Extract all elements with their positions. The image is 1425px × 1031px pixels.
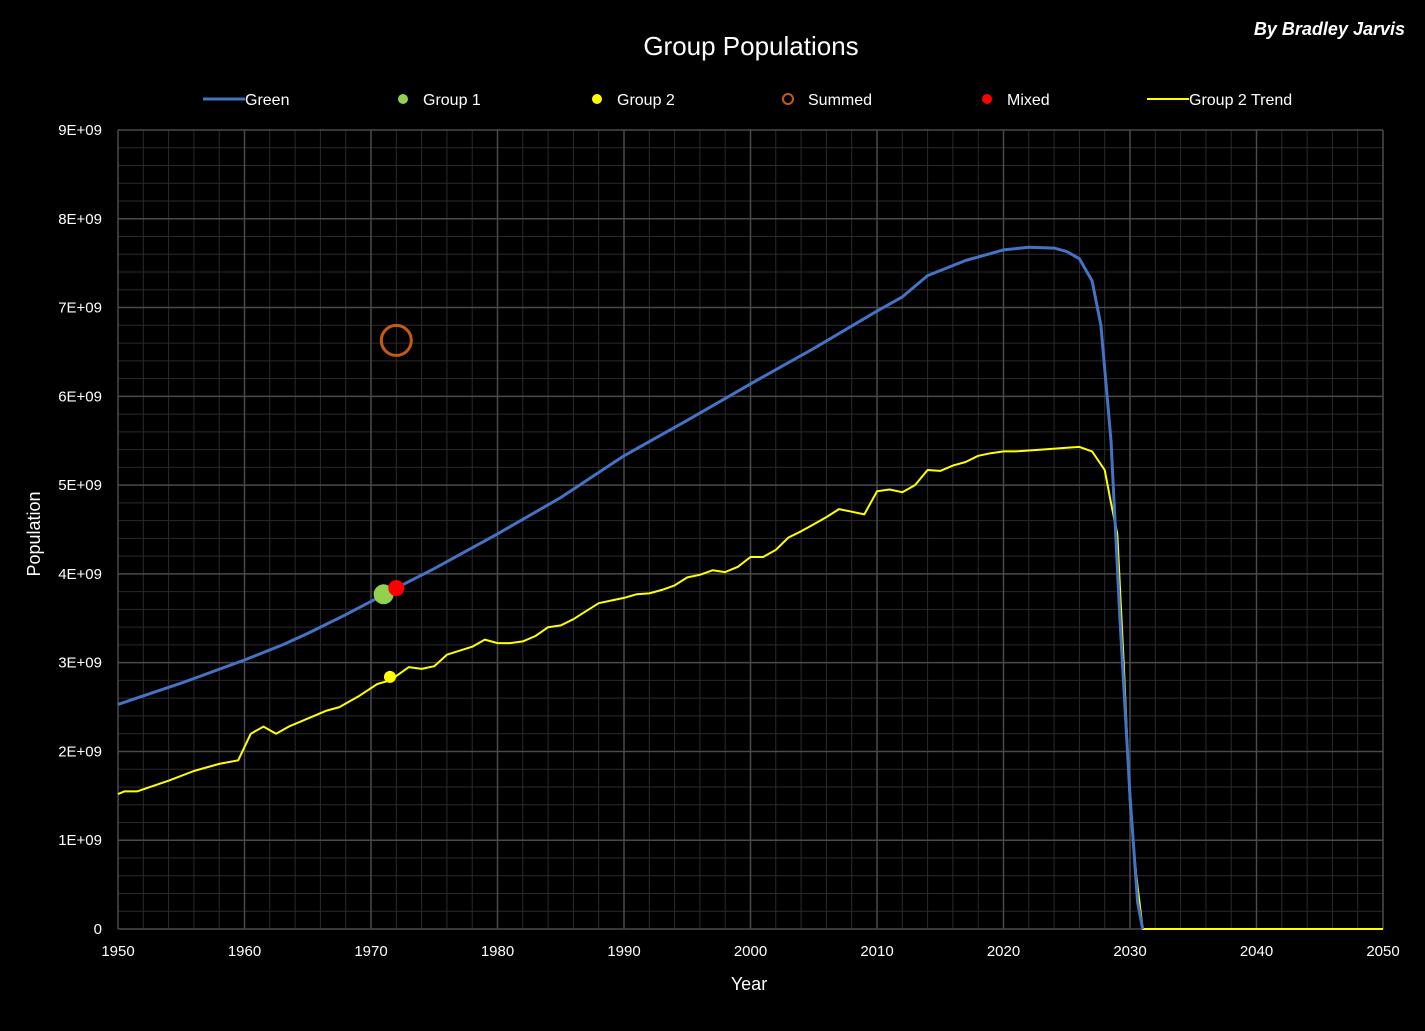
legend-label-group-2-trend: Group 2 Trend — [1189, 92, 1292, 109]
legend-label-green: Green — [245, 92, 289, 109]
x-tick-label: 2050 — [1366, 943, 1399, 960]
legend-swatch-group-2 — [592, 94, 602, 104]
x-axis-title: Year — [731, 974, 767, 994]
x-tick-label: 1990 — [607, 943, 640, 960]
legend-label-mixed: Mixed — [1007, 92, 1050, 109]
x-tick-label: 2040 — [1240, 943, 1273, 960]
legend-label-group-1: Group 1 — [423, 92, 481, 109]
legend-label-summed: Summed — [808, 92, 872, 109]
series-layer — [117, 245, 1383, 930]
y-tick-label: 7E+09 — [58, 300, 102, 317]
x-tick-label: 2020 — [987, 943, 1020, 960]
y-tick-label: 4E+09 — [58, 566, 102, 583]
y-tick-label: 1E+09 — [58, 832, 102, 849]
series-line-group-2-trend — [117, 445, 1383, 930]
x-tick-label: 1960 — [228, 943, 261, 960]
data-point-summed — [379, 323, 413, 357]
chart-title: Group Populations — [643, 31, 858, 61]
data-point-mixed — [388, 580, 405, 597]
y-tick-label: 0 — [94, 921, 102, 938]
y-tick-label: 6E+09 — [58, 388, 102, 405]
x-tick-label: 2000 — [734, 943, 767, 960]
series-line-green — [117, 245, 1145, 930]
x-tick-label: 1950 — [101, 943, 134, 960]
legend-label-group-2: Group 2 — [617, 92, 675, 109]
x-tick-labels: 1950 1960 1970 1980 1990 2000 2010 2020 2030 2040… — [101, 943, 1399, 960]
legend: Green Group 1 Group 2 Summed Mixed Group 2 Tr… — [203, 92, 1292, 109]
legend-swatch-mixed — [982, 94, 992, 104]
byline: By Bradley Jarvis — [1254, 19, 1405, 39]
data-point-group-2 — [383, 670, 396, 683]
x-tick-label: 1970 — [354, 943, 387, 960]
y-tick-label: 3E+09 — [58, 655, 102, 672]
legend-swatch-group-1 — [398, 94, 408, 104]
major-gridlines — [117, 129, 1384, 930]
y-tick-label: 9E+09 — [58, 122, 102, 139]
y-axis-title: Population — [24, 491, 44, 576]
x-tick-label: 2010 — [860, 943, 893, 960]
legend-swatch-summed — [782, 93, 794, 105]
y-tick-label: 2E+09 — [58, 743, 102, 760]
y-tick-label: 5E+09 — [58, 477, 102, 494]
y-tick-label: 8E+09 — [58, 211, 102, 228]
y-tick-labels: 0 1E+09 2E+09 3E+09 4E+09 5E+09 6E+09 7E+09 8E+0… — [58, 122, 102, 938]
x-tick-label: 2030 — [1113, 943, 1146, 960]
x-tick-label: 1980 — [481, 943, 514, 960]
